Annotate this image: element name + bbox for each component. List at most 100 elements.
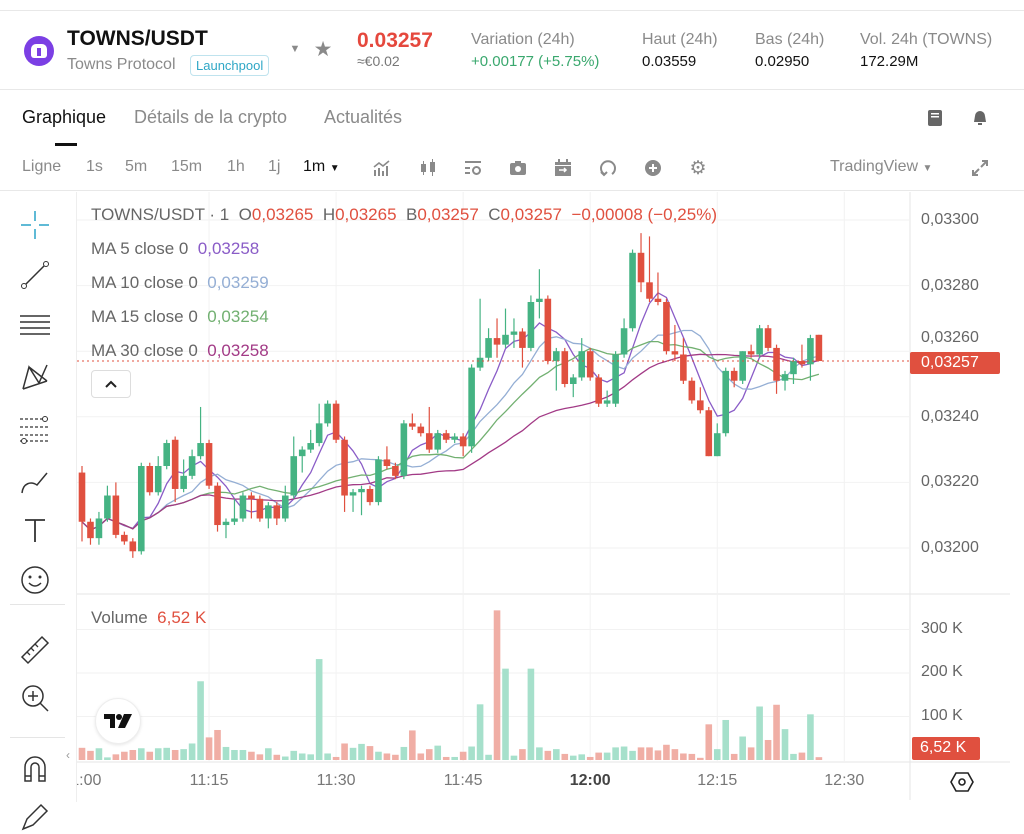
volume-bar [121, 751, 128, 760]
stat-value-high: 0.03559 [642, 53, 697, 70]
candle-body [756, 328, 763, 355]
token-name: Towns Protocol [67, 56, 176, 73]
templates-icon[interactable] [463, 158, 483, 178]
candle-type-icon[interactable] [418, 158, 438, 178]
candle-body [722, 370, 730, 434]
volume-bar [654, 750, 662, 760]
camera-icon[interactable] [508, 158, 528, 178]
add-icon[interactable] [643, 158, 663, 178]
ma15-legend[interactable]: MA 15 close 0 0,03254 [91, 307, 269, 327]
volume-bar [290, 750, 298, 760]
axis-settings-hexagon-icon[interactable] [950, 770, 974, 794]
candle-body [265, 505, 272, 519]
interval-15m[interactable]: 15m [171, 158, 203, 175]
ma5-legend[interactable]: MA 5 close 0 0,03258 [91, 239, 259, 259]
ma30-legend[interactable]: MA 30 close 0 0,03258 [91, 341, 269, 361]
candle-body [569, 377, 577, 384]
interval-line[interactable]: Ligne [22, 158, 62, 175]
pair-dropdown-icon[interactable]: ▼ [289, 43, 301, 55]
candle-body [646, 282, 653, 299]
emoji-icon[interactable] [18, 563, 52, 597]
toolbar-divider [10, 737, 65, 738]
magnet-icon[interactable] [18, 752, 52, 786]
indicators-icon[interactable] [372, 158, 392, 178]
volume-bar [315, 659, 323, 760]
interval-1s[interactable]: 1s [86, 158, 103, 175]
volume-bar [519, 749, 526, 760]
alert-bell-icon[interactable] [970, 108, 990, 128]
chart-panes[interactable] [76, 192, 1024, 802]
candle-body [697, 400, 704, 411]
volume-bar [790, 753, 797, 760]
candle-body [392, 466, 399, 476]
tab-crypto-details[interactable]: Détails de la crypto [134, 107, 288, 127]
volume-bar [586, 756, 594, 760]
volume-bar [332, 756, 340, 760]
candle-body [375, 459, 382, 503]
candle-body [603, 400, 611, 404]
settings-icon[interactable]: ⚙ [689, 157, 707, 179]
book-icon[interactable] [925, 108, 945, 128]
launchpool-badge[interactable]: Launchpool [190, 55, 270, 76]
ohlc-legend: TOWNS/USDT · 1 O0,03265 H0,03265 B0,0325… [91, 205, 717, 225]
volume-bar [451, 756, 458, 760]
text-icon[interactable] [18, 513, 52, 547]
fib-retracement-icon[interactable] [18, 412, 52, 446]
trend-line-icon[interactable] [18, 258, 52, 292]
volume-bar [705, 724, 713, 760]
zoom-in-icon[interactable] [18, 681, 52, 715]
interval-1h[interactable]: 1h [227, 158, 245, 175]
volume-legend[interactable]: Volume 6,52 K [91, 608, 206, 628]
volume-bar [222, 746, 230, 760]
volume-bar [553, 749, 560, 760]
volume-bar [747, 747, 755, 760]
tab-news[interactable]: Actualités [324, 107, 403, 127]
interval-selector[interactable]: 1m ▼ [303, 158, 340, 176]
horizontal-lines-icon[interactable] [18, 308, 52, 342]
ruler-icon[interactable] [18, 633, 52, 667]
tradingview-logo[interactable] [95, 698, 141, 744]
candle-body [586, 351, 594, 378]
volume-bar [527, 668, 535, 760]
candle-body [629, 252, 636, 329]
fullscreen-expand-icon[interactable] [970, 158, 990, 178]
candle-body [146, 466, 154, 493]
calendar-icon[interactable] [553, 158, 573, 178]
candle-body [654, 298, 662, 302]
candle-body [688, 380, 696, 401]
volume-bar [349, 747, 357, 760]
time-axis[interactable]: 11:00 11:15 11:30 11:45 12:00 12:15 12:30 [77, 762, 910, 802]
favorite-star-icon[interactable]: ★ [313, 37, 333, 61]
volume-bar [578, 754, 586, 760]
volume-bar [807, 714, 814, 760]
crosshair-icon[interactable] [18, 208, 52, 242]
volume-bar [510, 755, 518, 760]
scroll-left-icon[interactable]: ‹ [66, 748, 70, 762]
undo-icon[interactable] [598, 158, 618, 178]
volume-bar [383, 753, 391, 760]
volume-bar [476, 704, 484, 760]
candle-body [231, 518, 238, 522]
candle-body [730, 370, 738, 381]
volume-bar [129, 749, 137, 760]
volume-value: 6,52 K [157, 608, 207, 627]
ma10-legend[interactable]: MA 10 close 0 0,03259 [91, 273, 269, 293]
collapse-legend-button[interactable] [91, 370, 131, 398]
time-tick: 11:30 [316, 772, 356, 789]
pattern-icon[interactable] [18, 360, 52, 394]
candle-body [95, 518, 103, 539]
chart-view-selector[interactable]: TradingView ▼ [830, 158, 932, 176]
interval-5m[interactable]: 5m [125, 158, 148, 175]
brush-icon[interactable] [18, 464, 52, 498]
volume-bar [815, 757, 823, 760]
price-tick: 0,03280 [921, 277, 979, 294]
volume-bar [307, 754, 314, 760]
candle-body [180, 475, 187, 489]
candle-body [781, 374, 789, 381]
candle-body [773, 347, 780, 381]
tab-chart[interactable]: Graphique [22, 107, 107, 127]
candle-body [671, 351, 679, 355]
interval-1j[interactable]: 1j [268, 158, 281, 175]
volume-bar [180, 749, 187, 760]
